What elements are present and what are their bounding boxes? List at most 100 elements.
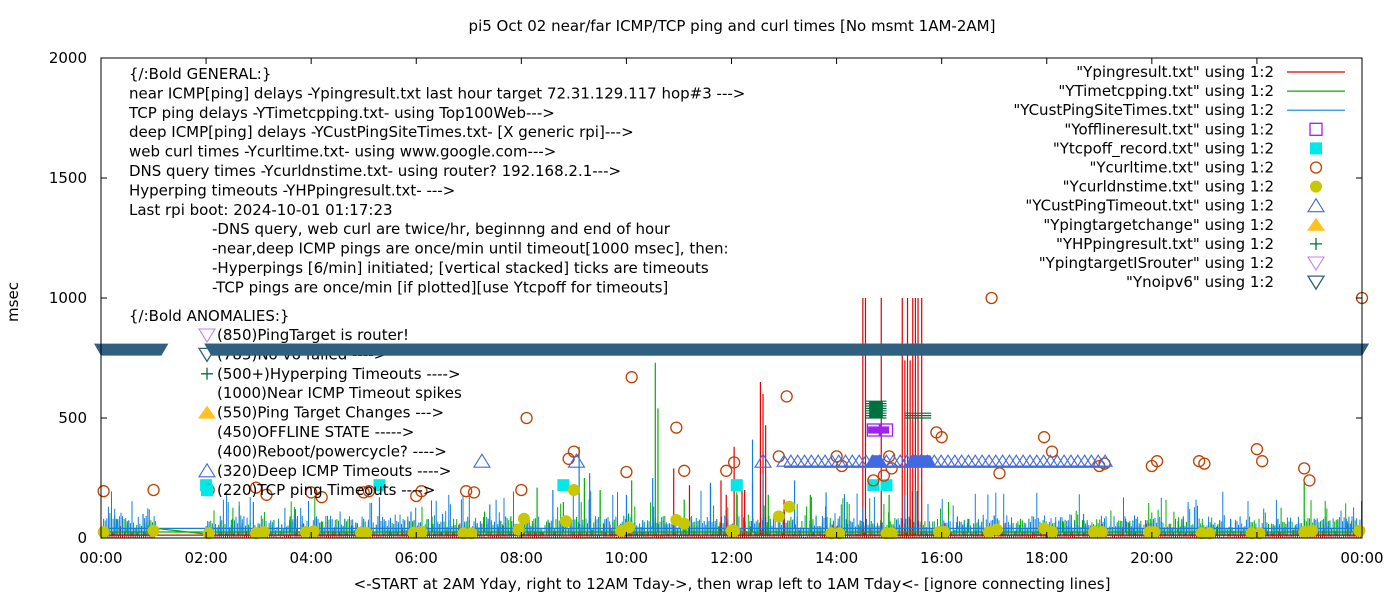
dns-point bbox=[559, 515, 572, 528]
dns-point bbox=[772, 510, 785, 523]
dns-point bbox=[567, 484, 580, 496]
x-tick-label: 08:00 bbox=[500, 549, 543, 567]
y-tick-label: 2000 bbox=[49, 49, 87, 67]
noipv6-band-overlay bbox=[204, 343, 1369, 356]
custTimeout-point bbox=[987, 454, 1004, 467]
curl-point bbox=[467, 486, 481, 499]
custTimeout-point bbox=[1035, 454, 1052, 467]
x-tick-label: 14:00 bbox=[815, 549, 858, 567]
curl-point bbox=[1045, 445, 1059, 458]
y-tick-label: 500 bbox=[58, 409, 87, 427]
custTimeout-point bbox=[1076, 454, 1093, 467]
anomaly-line: (400)Reboot/powercycle? ----> bbox=[217, 442, 447, 460]
curl-point bbox=[1198, 457, 1211, 470]
dns-point bbox=[1353, 524, 1366, 537]
x-tick-label: 22:00 bbox=[1235, 549, 1278, 567]
custTimeout-point bbox=[974, 454, 991, 467]
dns-point bbox=[1203, 527, 1216, 540]
legend-swatch-targetchange bbox=[1307, 217, 1325, 231]
custTimeout-point bbox=[967, 454, 984, 467]
custTimeout-point bbox=[1028, 454, 1045, 467]
legend-swatch-noipv6 bbox=[1306, 275, 1326, 291]
noipv6-band bbox=[94, 343, 169, 356]
curl-point bbox=[1256, 455, 1269, 468]
anomaly-marker-router bbox=[198, 328, 216, 344]
legend-label: "YCustPingTimeout.txt" using 1:2 bbox=[1025, 197, 1274, 215]
curl-point bbox=[567, 445, 581, 458]
x-tick-label: 00:00 bbox=[79, 549, 122, 567]
y-tick-label: 0 bbox=[77, 529, 87, 547]
x-tick-label: 00:00 bbox=[1340, 549, 1383, 567]
legend-label: "Ynoipv6" using 1:2 bbox=[1126, 273, 1274, 291]
curl-point bbox=[147, 483, 160, 497]
custTimeout-point bbox=[939, 454, 956, 467]
anomaly-line: (500+)Hyperping Timeouts ----> bbox=[217, 365, 461, 383]
dns-point bbox=[415, 526, 428, 538]
curl-point bbox=[1303, 474, 1316, 487]
curl-point bbox=[625, 371, 638, 384]
tcpoff-point bbox=[880, 479, 893, 492]
x-tick-label: 04:00 bbox=[290, 549, 333, 567]
axes: 0 500 1000 1500 2000 00:00 02:00 04:00 06:00 08:0… bbox=[49, 49, 1384, 567]
general-header: {/:Bold GENERAL:} bbox=[129, 65, 271, 83]
tcp-gap-line bbox=[156, 527, 209, 535]
general-line: Last rpi boot: 2024-10-01 01:17:23 bbox=[129, 201, 393, 219]
dns-point bbox=[885, 527, 898, 540]
offline-block bbox=[868, 426, 890, 434]
dns-point bbox=[728, 524, 741, 537]
legend-swatch-curl bbox=[1309, 161, 1323, 174]
curl-point bbox=[935, 431, 948, 444]
dns-point bbox=[1046, 526, 1059, 538]
anomaly-line: (450)OFFLINE STATE -----> bbox=[217, 423, 414, 441]
x-tick-label: 16:00 bbox=[920, 549, 963, 567]
custTimeout-point bbox=[1097, 454, 1114, 467]
legend-label: "YTimetcpping.txt" using 1:2 bbox=[1058, 82, 1274, 100]
custTimeout-point bbox=[803, 454, 820, 467]
anomaly-line: (220)TCP ping Timeouts ----> bbox=[217, 481, 435, 499]
curl-point bbox=[260, 488, 273, 501]
custTimeout-point bbox=[946, 454, 963, 467]
y-tick-label: 1500 bbox=[49, 169, 87, 187]
curl-point bbox=[515, 483, 528, 497]
note-line: -TCP pings are once/min [if plotted][use… bbox=[212, 278, 668, 296]
annotation-text: {/:Bold GENERAL:}near ICMP[ping] delays … bbox=[128, 65, 1369, 499]
anomaly-marker-hp bbox=[201, 367, 213, 380]
custTimeout-point bbox=[960, 454, 977, 467]
custTimeout-point bbox=[933, 454, 950, 467]
tcpoff-point bbox=[730, 479, 743, 492]
anomaly-line: (850)PingTarget is router! bbox=[217, 326, 409, 344]
tcpoff-point bbox=[867, 479, 880, 492]
anomalies-header: {/:Bold ANOMALIES:} bbox=[129, 307, 289, 325]
dns-point bbox=[1253, 527, 1266, 540]
legend-label: "Ypingtargetchange" using 1:2 bbox=[1043, 216, 1274, 234]
curl-point bbox=[867, 474, 880, 487]
dns-point bbox=[1148, 526, 1161, 538]
dns-point bbox=[97, 526, 110, 538]
dns-point bbox=[307, 525, 320, 538]
custTimeout-point bbox=[817, 454, 834, 467]
legend-label: "Ytcpoff_record.txt" using 1:2 bbox=[1053, 139, 1274, 158]
dns-point bbox=[1306, 524, 1319, 537]
curl-point bbox=[315, 491, 328, 504]
anomaly-marker-tcpoff bbox=[201, 484, 213, 497]
custTimeout-point bbox=[1069, 454, 1086, 467]
y-tick-label: 1000 bbox=[49, 289, 87, 307]
curl-point bbox=[620, 465, 633, 479]
x-tick-label: 06:00 bbox=[395, 549, 438, 567]
general-line: DNS query times -Ycurldnstime.txt- using… bbox=[129, 162, 621, 180]
custTimeout-point bbox=[1021, 454, 1038, 467]
curl-point bbox=[415, 485, 428, 498]
note-line: -DNS query, web curl are twice/hr, begin… bbox=[212, 220, 671, 238]
legend-label: "Ycurldnstime.txt" using 1:2 bbox=[1063, 178, 1274, 196]
custTimeout-point bbox=[851, 454, 868, 467]
legend-label: "Yofflineresult.txt" using 1:2 bbox=[1064, 120, 1274, 138]
dns-point bbox=[202, 527, 215, 540]
custTimeout-point bbox=[796, 454, 813, 467]
dns-point bbox=[623, 521, 636, 534]
custTimeout-point bbox=[1008, 454, 1025, 467]
curl-point bbox=[877, 469, 891, 482]
general-line: near ICMP[ping] delays -Ypingresult.txt … bbox=[129, 84, 745, 102]
general-line: web curl times -Ycurltime.txt- using www… bbox=[129, 143, 556, 161]
chart-title: pi5 Oct 02 near/far ICMP/TCP ping and cu… bbox=[469, 17, 996, 35]
